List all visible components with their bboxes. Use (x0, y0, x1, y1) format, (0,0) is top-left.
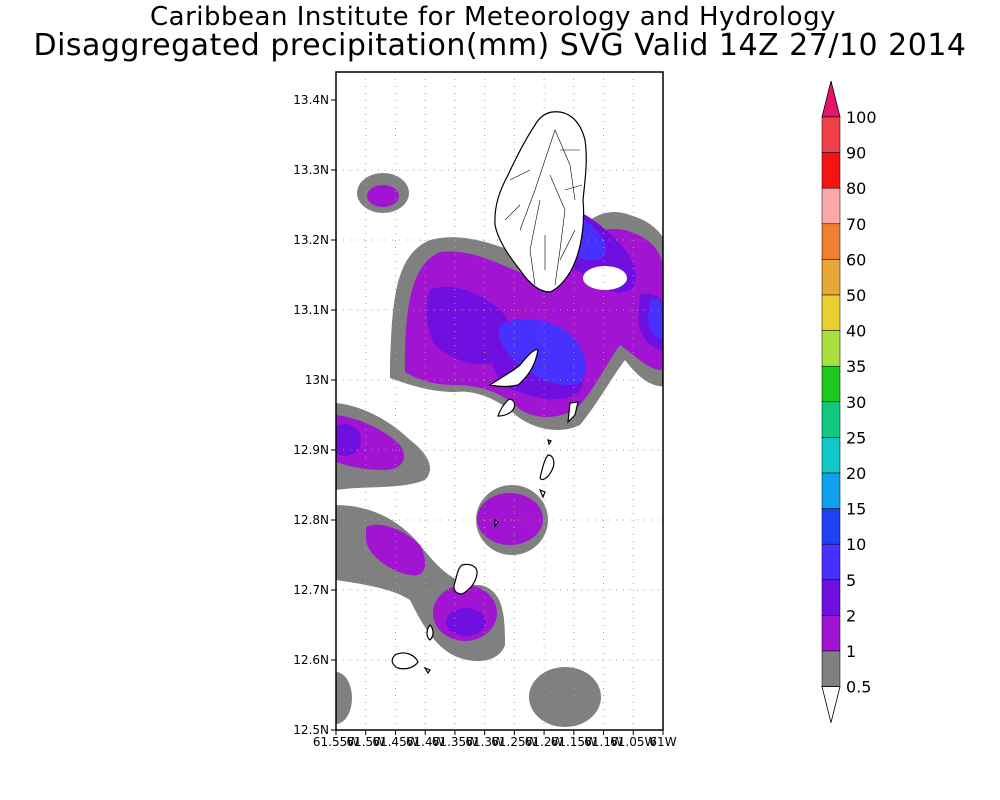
longitude-axis: 61.55W61.5W61.45W61.4W61.35W61.3W61.25W6… (313, 730, 677, 749)
colorbar-box (821, 579, 841, 616)
small-island (538, 488, 546, 499)
colorbar-box (821, 294, 841, 331)
colorbar-box (821, 543, 841, 581)
lon-tick-label: 61.3W (465, 735, 504, 749)
colorbar-label: 2 (846, 606, 856, 625)
precip-cell (529, 667, 601, 727)
colorbar-box (821, 330, 841, 367)
lon-tick-label: 61.1W (584, 735, 623, 749)
colorbar-label: 90 (846, 144, 866, 163)
precip-cell (367, 185, 399, 207)
colorbar-under-arrow (821, 686, 841, 723)
precip-cell (498, 318, 586, 385)
colorbar-label: 5 (846, 571, 856, 590)
small-island (567, 401, 579, 424)
colorbar-label: 60 (846, 250, 866, 269)
small-island (547, 439, 552, 446)
lat-tick-label: 12.6N (293, 653, 329, 667)
colorbar-label: 1 (846, 642, 856, 661)
colorbar-box (821, 187, 841, 225)
lat-tick-label: 12.5N (293, 723, 329, 737)
lon-tick-label: 61.25W (491, 735, 537, 749)
lon-tick-label: 61W (649, 735, 676, 749)
precip-cell (648, 298, 663, 340)
lat-tick-label: 13.3N (293, 163, 329, 177)
colorbar-box (821, 437, 841, 474)
lon-tick-label: 61.4W (406, 735, 445, 749)
precip-cell (477, 493, 543, 545)
map-grid (336, 72, 663, 730)
colorbar-box (821, 152, 841, 189)
colorbar-box (821, 472, 841, 509)
st-vincent-island (494, 111, 587, 293)
colorbar: 100 90 80 70 60 50 40 35 30 25 20 15 10 5 2 1 0.5 (821, 80, 877, 723)
dry-gap (583, 266, 627, 290)
chart-title: Caribbean Institute for Meteorology and … (150, 2, 836, 32)
latitude-axis: 13.4N 13.3N 13.2N 13.1N 13N 12.9N 12.8N 12.7N 12… (293, 93, 336, 737)
plot-frame (335, 71, 664, 731)
small-island (426, 624, 434, 641)
coastlines (391, 111, 587, 675)
lat-tick-label: 12.8N (293, 513, 329, 527)
lon-tick-label: 61.35W (432, 735, 478, 749)
lat-tick-label: 13.1N (293, 303, 329, 317)
colorbar-label: 100 (846, 108, 877, 127)
chart-subtitle: Disaggregated precipitation(mm) SVG Vali… (33, 28, 967, 63)
lon-tick-label: 61.55W (313, 735, 359, 749)
precip-cell (336, 424, 361, 456)
lat-tick-label: 13.2N (293, 233, 329, 247)
colorbar-label: 25 (846, 428, 866, 447)
precipitation-field (336, 72, 663, 730)
colorbar-box (821, 650, 841, 687)
colorbar-box (821, 116, 841, 153)
bequia-island (488, 349, 539, 388)
small-island (423, 666, 431, 675)
colorbar-label: 80 (846, 179, 866, 198)
lat-tick-label: 13N (305, 373, 329, 387)
colorbar-box (821, 365, 841, 403)
colorbar-label: 20 (846, 464, 866, 483)
lon-tick-label: 61.05W (610, 735, 656, 749)
colorbar-label: 0.5 (846, 678, 871, 697)
lat-tick-label: 13.4N (293, 93, 329, 107)
colorbar-label: 50 (846, 286, 866, 305)
colorbar-label: 40 (846, 322, 866, 341)
lon-tick-label: 61.45W (372, 735, 418, 749)
lat-tick-label: 12.9N (293, 443, 329, 457)
precip-cell (366, 524, 426, 576)
small-island (494, 518, 499, 528)
colorbar-box (821, 259, 841, 296)
lon-tick-label: 61.15W (551, 735, 597, 749)
lat-tick-label: 12.7N (293, 583, 329, 597)
petite-martinique-island (391, 652, 419, 670)
canouan-island (539, 454, 555, 481)
colorbar-box (821, 615, 841, 652)
colorbar-box (821, 223, 841, 260)
colorbar-box (821, 401, 841, 438)
colorbar-label: 15 (846, 500, 866, 519)
st-vincent-rivers (504, 129, 583, 286)
colorbar-over-arrow (821, 80, 841, 118)
colorbar-box (821, 508, 841, 545)
colorbar-label: 10 (846, 535, 866, 554)
lon-tick-label: 61.5W (346, 735, 385, 749)
precip-cell (336, 672, 352, 724)
mustique-island (497, 398, 516, 417)
colorbar-label: 70 (846, 215, 866, 234)
colorbar-label: 35 (846, 357, 866, 376)
precip-cell (446, 608, 486, 636)
carriacou-island (453, 563, 478, 595)
lon-tick-label: 61.2W (525, 735, 564, 749)
colorbar-label: 30 (846, 393, 866, 412)
